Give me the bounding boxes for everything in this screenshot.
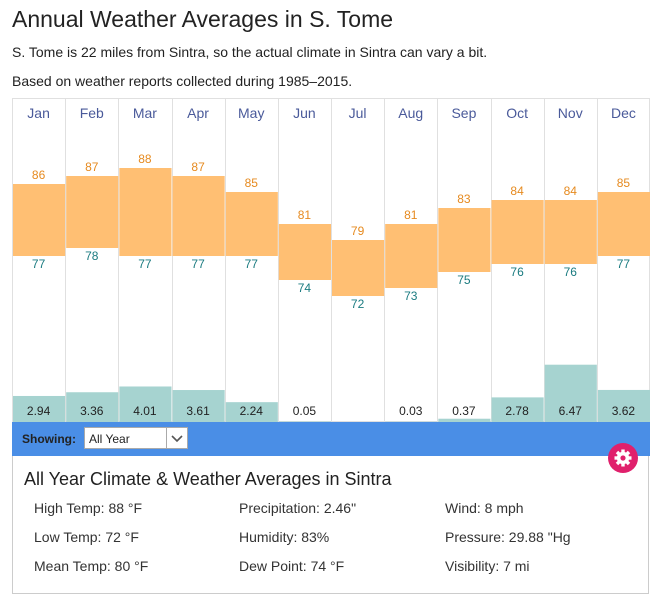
pressure-stat: Pressure: 29.88 "Hg	[445, 529, 571, 545]
month-label: Aug	[398, 105, 423, 121]
temperature-range-bar	[66, 176, 119, 248]
period-filter-bar: Showing: All Year	[12, 422, 650, 456]
precipitation-label: 3.62	[612, 404, 636, 418]
temperature-range-bar	[13, 184, 66, 256]
precipitation-label: 6.47	[559, 404, 583, 418]
temperature-range-bar	[172, 176, 225, 256]
high-temp-label: 87	[191, 160, 205, 174]
month-label: Nov	[558, 105, 583, 121]
month-label: May	[238, 105, 264, 121]
low-temp-label: 77	[138, 257, 152, 271]
precipitation-stat: Precipitation: 2.46"	[239, 500, 357, 516]
month-label: Jun	[293, 105, 316, 121]
precipitation-label: 4.01	[133, 404, 157, 418]
high-temp-label: 88	[138, 152, 152, 166]
precipitation-label: 0.03	[399, 404, 423, 418]
climate-summary-panel: All Year Climate & Weather Averages in S…	[12, 456, 649, 594]
page-title: Annual Weather Averages in S. Tome	[12, 6, 394, 32]
low-temp-label: 77	[245, 257, 259, 271]
precipitation-label: 0.37	[452, 404, 476, 418]
precipitation-bar	[225, 402, 278, 422]
precipitation-bar	[438, 418, 491, 422]
precipitation-label: 3.36	[80, 404, 104, 418]
period-select-value: All Year	[89, 432, 130, 446]
period-select[interactable]: All Year	[84, 427, 188, 449]
precipitation-bar	[491, 397, 544, 422]
gear-icon[interactable]	[608, 443, 638, 473]
high-temp-label: 84	[564, 184, 578, 198]
precipitation-bar	[544, 364, 597, 422]
distance-note: S. Tome is 22 miles from Sintra, so the …	[12, 44, 488, 60]
high-temp-label: 81	[298, 208, 312, 222]
mean-temp-stat: Mean Temp: 80 °F	[34, 558, 149, 574]
dew-point-stat: Dew Point: 74 °F	[239, 558, 345, 574]
low-temp-label: 76	[564, 265, 578, 279]
precipitation-label: 2.94	[27, 404, 51, 418]
summary-title: All Year Climate & Weather Averages in S…	[24, 469, 392, 489]
month-label: Feb	[80, 105, 104, 121]
high-temp-label: 87	[85, 160, 99, 174]
low-temp-label: 78	[85, 249, 99, 263]
low-temp-label: 74	[298, 281, 312, 295]
high-temp-label: 81	[404, 208, 418, 222]
high-temp-label: 83	[457, 192, 471, 206]
temperature-range-bar	[332, 240, 385, 296]
month-label: Sep	[451, 105, 476, 121]
high-temp-label: 79	[351, 224, 365, 238]
low-temp-stat: Low Temp: 72 °F	[34, 529, 139, 545]
month-label: Oct	[506, 105, 528, 121]
month-label: Apr	[187, 105, 209, 121]
showing-label: Showing:	[22, 432, 76, 446]
wind-stat: Wind: 8 mph	[445, 500, 524, 516]
precipitation-bar	[66, 392, 119, 422]
precipitation-bar	[172, 390, 225, 422]
data-period-note: Based on weather reports collected durin…	[12, 73, 353, 89]
month-label: Jul	[349, 105, 367, 121]
low-temp-label: 77	[617, 257, 631, 271]
precipitation-label: 2.78	[505, 404, 529, 418]
temperature-range-bar	[438, 208, 491, 272]
high-temp-stat: High Temp: 88 °F	[34, 500, 143, 516]
humidity-stat: Humidity: 83%	[239, 529, 330, 545]
temperature-range-bar	[119, 168, 172, 256]
precipitation-label: 3.61	[186, 404, 210, 418]
low-temp-label: 73	[404, 289, 418, 303]
temperature-range-bar	[225, 192, 278, 256]
visibility-stat: Visibility: 7 mi	[445, 558, 530, 574]
low-temp-label: 72	[351, 297, 365, 311]
month-label: Dec	[611, 105, 636, 121]
chevron-down-icon	[166, 428, 187, 448]
precipitation-bar	[119, 386, 172, 422]
low-temp-label: 76	[510, 265, 524, 279]
monthly-weather-chart: Jan 86 77 2.94 Feb 87 78 3.36 Mar 88 77 4.01 Apr 87 77…	[12, 98, 650, 422]
temperature-range-bar	[278, 224, 331, 280]
temperature-range-bar	[597, 192, 650, 256]
month-label: Mar	[133, 105, 157, 121]
temperature-range-bar	[491, 200, 544, 264]
high-temp-label: 86	[32, 168, 46, 182]
precipitation-bar	[13, 395, 66, 422]
high-temp-label: 85	[245, 176, 259, 190]
temperature-range-bar	[385, 224, 438, 288]
low-temp-label: 77	[191, 257, 205, 271]
low-temp-label: 75	[457, 273, 471, 287]
precipitation-label: 0.05	[293, 404, 317, 418]
precipitation-label: 2.24	[240, 404, 264, 418]
month-label: Jan	[27, 105, 50, 121]
high-temp-label: 84	[510, 184, 524, 198]
precipitation-bar	[597, 389, 650, 422]
low-temp-label: 77	[32, 257, 46, 271]
temperature-range-bar	[544, 200, 597, 264]
high-temp-label: 85	[617, 176, 631, 190]
